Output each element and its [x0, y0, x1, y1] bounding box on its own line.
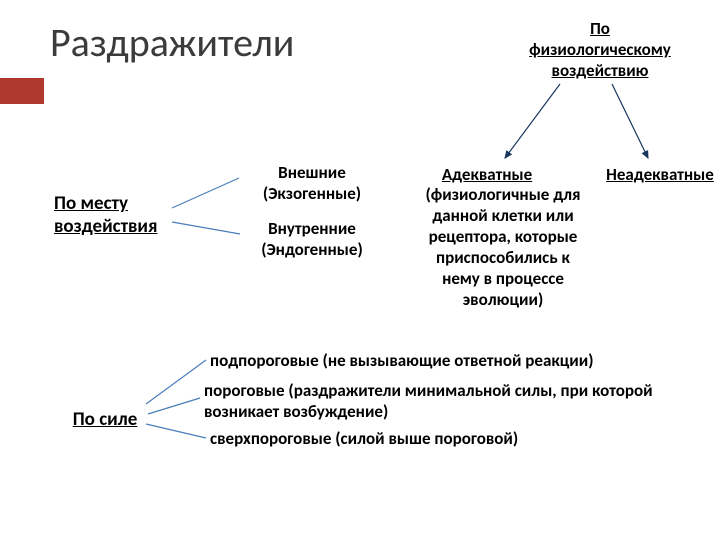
text-threshold: пороговые (раздражители минимальной силы…	[204, 380, 704, 422]
node-external: Внешние(Экзогенные)	[242, 162, 382, 204]
node-strength: По силе	[60, 408, 150, 431]
node-internal: Внутренние(Эндогенные)	[242, 218, 382, 260]
text-subthreshold: подпороговые (не вызывающие ответной реа…	[210, 350, 710, 371]
node-place: По местувоздействия	[54, 192, 194, 238]
slide-title: Раздражители	[50, 18, 294, 67]
node-physiological: Пофизиологическомувоздействию	[500, 18, 700, 81]
node-inadequate: Неадекватные	[590, 164, 720, 185]
accent-bar	[0, 78, 44, 104]
connector-lines	[0, 0, 720, 540]
node-adequate-desc: (физиологичные дляданной клетки илирецеп…	[398, 184, 608, 310]
node-adequate: Адекватные	[432, 164, 542, 185]
text-suprathreshold: сверхпороговые (силой выше пороговой)	[210, 428, 710, 449]
